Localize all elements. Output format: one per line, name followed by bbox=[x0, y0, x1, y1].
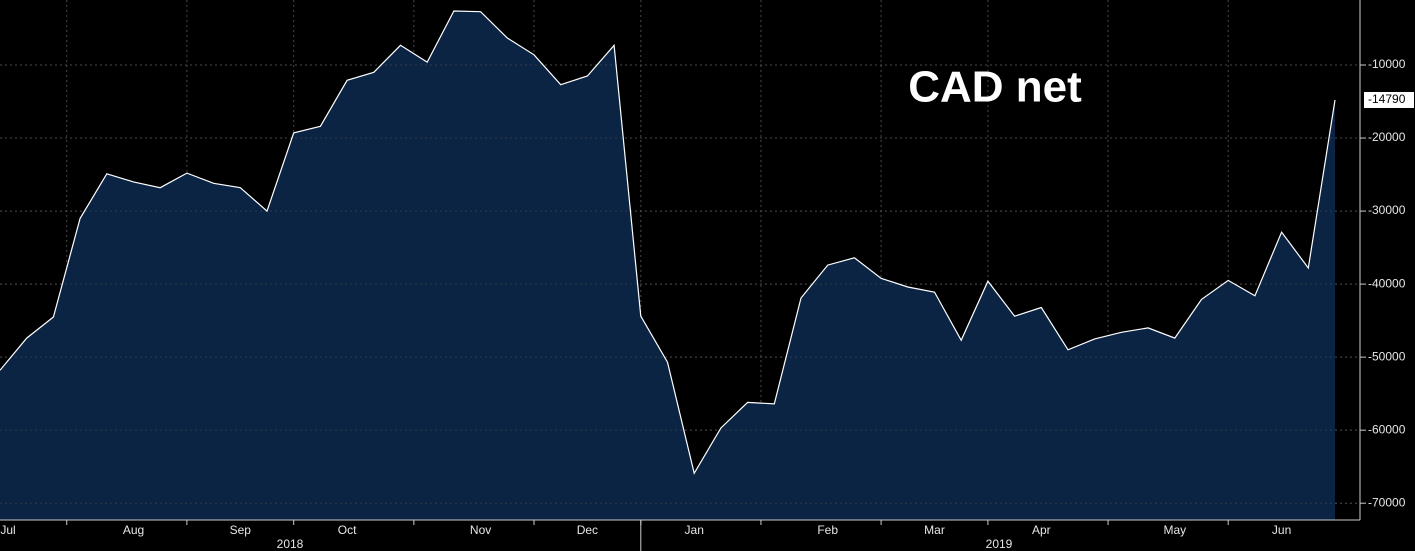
last-value-label: -14790 bbox=[1368, 92, 1406, 106]
y-tick-label: -20000 bbox=[1368, 130, 1406, 144]
y-tick-label: -40000 bbox=[1368, 276, 1406, 290]
x-tick-label: May bbox=[1163, 523, 1186, 537]
x-tick-label: Sep bbox=[230, 523, 252, 537]
x-tick-label: Mar bbox=[924, 523, 945, 537]
y-tick-label: -60000 bbox=[1368, 422, 1406, 436]
year-label: 2018 bbox=[277, 537, 304, 551]
last-value-box bbox=[1364, 91, 1414, 108]
x-tick-label: Aug bbox=[123, 523, 144, 537]
line bbox=[0, 10, 1336, 475]
area bbox=[0, 11, 1335, 520]
x-tick-label: Nov bbox=[470, 523, 491, 537]
chart-title: CAD net bbox=[908, 63, 1082, 112]
x-tick-label: Apr bbox=[1032, 523, 1051, 537]
y-tick-label: -70000 bbox=[1368, 495, 1406, 509]
y-tick-label: -30000 bbox=[1368, 203, 1406, 217]
x-tick-label: Dec bbox=[577, 523, 598, 537]
x-tick-label: Jun bbox=[1272, 523, 1291, 537]
x-tick-label: Jan bbox=[685, 523, 704, 537]
x-tick-label: Oct bbox=[338, 523, 357, 537]
x-tick-label: Jul bbox=[0, 523, 15, 537]
year-label: 2019 bbox=[986, 537, 1013, 551]
y-tick-label: -50000 bbox=[1368, 349, 1406, 363]
y-tick-label: -10000 bbox=[1368, 57, 1406, 71]
x-tick-label: Feb bbox=[817, 523, 838, 537]
